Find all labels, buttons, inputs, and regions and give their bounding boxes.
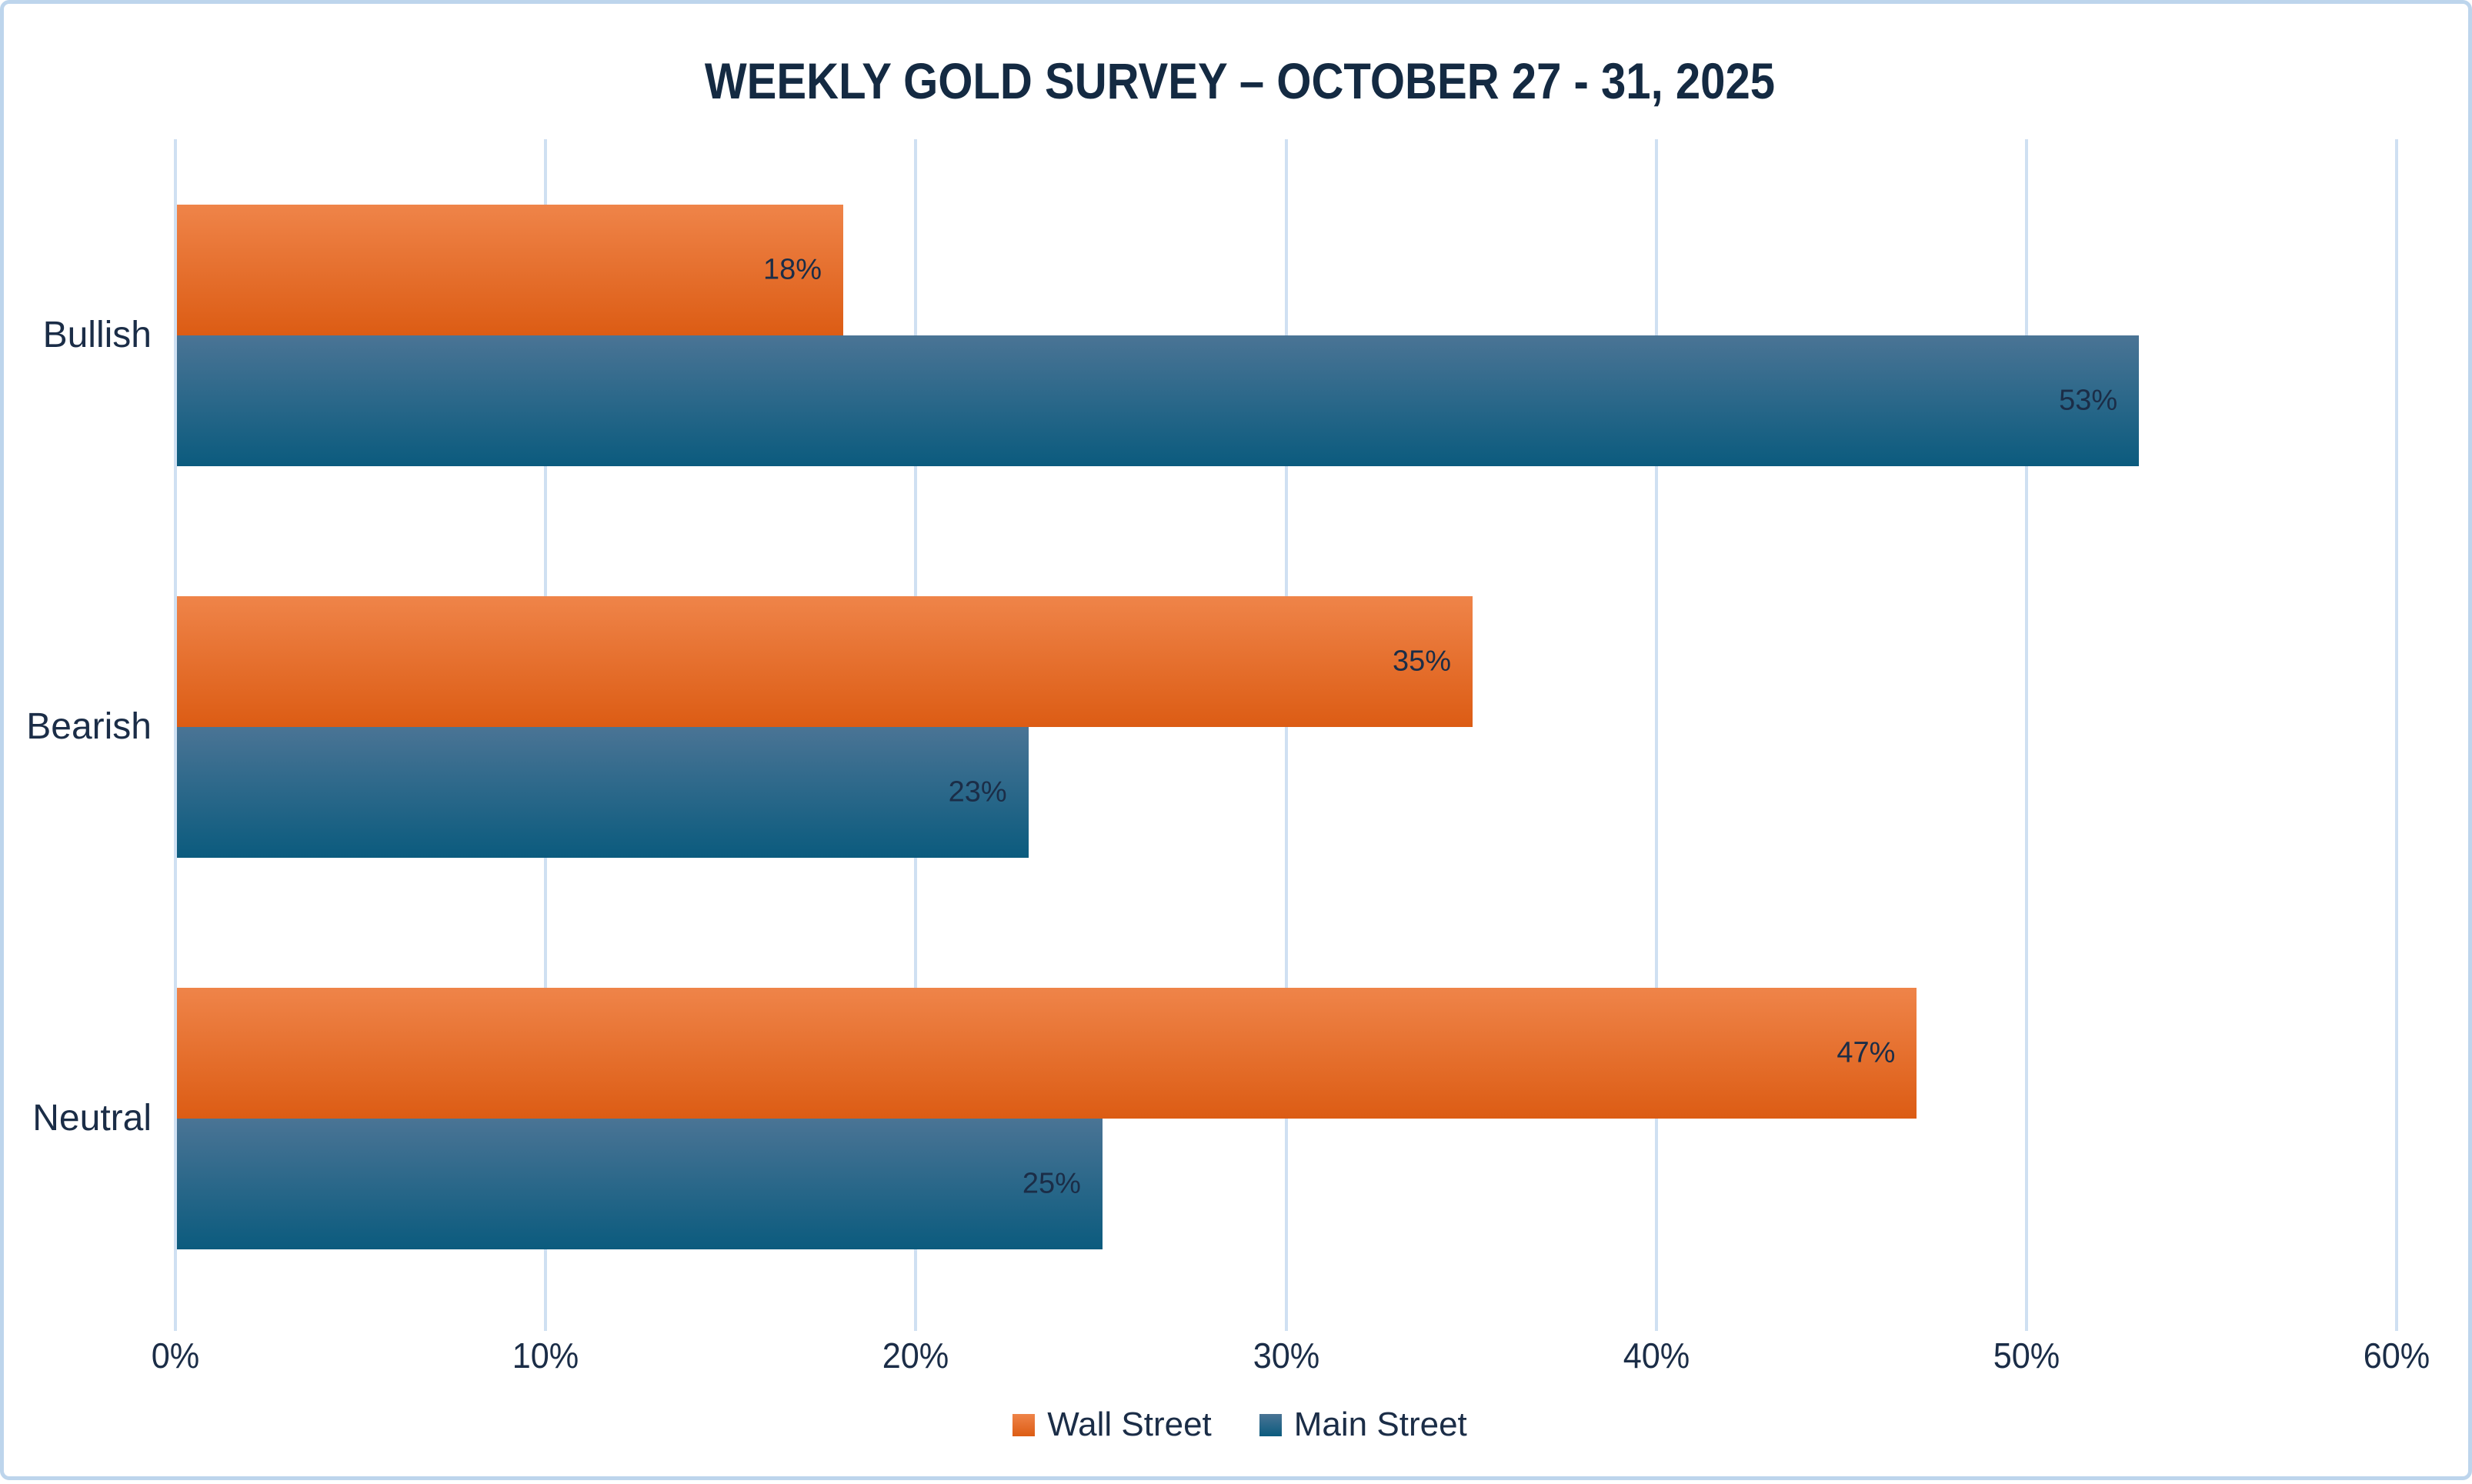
axis-tick bbox=[2395, 1314, 2398, 1331]
x-axis-label: 10% bbox=[512, 1336, 579, 1376]
x-axis-label: 20% bbox=[882, 1336, 949, 1376]
axis-tick bbox=[1654, 1314, 1658, 1331]
bar-value-label: 53% bbox=[2059, 384, 2118, 416]
bar-value-label: 47% bbox=[1836, 1036, 1896, 1069]
axis-tick bbox=[1284, 1314, 1288, 1331]
bar-wall-street: 18% bbox=[177, 204, 844, 335]
bar-value-label: 35% bbox=[1393, 645, 1452, 677]
plot-area: 0% 10% 20% 30% 40% 50% 60% Bullish 18% 53% Bearish… bbox=[4, 4, 2472, 1484]
legend-swatch-icon bbox=[1012, 1413, 1036, 1436]
gridline bbox=[2395, 139, 2398, 1314]
legend-item-main-street: Main Street bbox=[1259, 1406, 1467, 1444]
bar-value-label: 25% bbox=[1022, 1167, 1081, 1199]
category-label: Bullish bbox=[42, 314, 152, 355]
bar-main-street: 25% bbox=[177, 1118, 1103, 1249]
bar-value-label: 18% bbox=[763, 253, 822, 285]
axis-tick bbox=[914, 1314, 918, 1331]
axis-tick bbox=[174, 1314, 177, 1331]
gridline bbox=[1284, 139, 1288, 1314]
chart-title-text: WEEKLY GOLD SURVEY – OCTOBER 27 - 31, 20… bbox=[704, 52, 1776, 109]
gridline bbox=[1654, 139, 1658, 1314]
x-axis-label: 50% bbox=[1993, 1336, 2060, 1376]
legend-swatch-icon bbox=[1259, 1413, 1282, 1436]
legend-label: Wall Street bbox=[1047, 1406, 1212, 1443]
bar-main-street: 23% bbox=[177, 726, 1029, 858]
gridline bbox=[2024, 139, 2028, 1314]
axis-tick bbox=[544, 1314, 548, 1331]
x-axis-label: 0% bbox=[151, 1336, 200, 1376]
bar-wall-street: 47% bbox=[177, 987, 1917, 1119]
bar-wall-street: 35% bbox=[177, 595, 1473, 727]
x-axis-label: 40% bbox=[1623, 1336, 1690, 1376]
x-axis-label: 30% bbox=[1253, 1336, 1319, 1376]
axis-tick bbox=[2024, 1314, 2028, 1331]
x-axis-label: 60% bbox=[2363, 1336, 2430, 1376]
category-label: Neutral bbox=[32, 1097, 152, 1139]
legend-label: Main Street bbox=[1293, 1406, 1467, 1443]
legend: Wall Street Main Street bbox=[4, 1406, 2472, 1444]
chart-title: WEEKLY GOLD SURVEY – OCTOBER 27 - 31, 20… bbox=[4, 52, 2472, 110]
legend-item-wall-street: Wall Street bbox=[1012, 1406, 1212, 1444]
bar-value-label: 23% bbox=[948, 775, 1007, 808]
bar-main-street: 53% bbox=[177, 335, 2140, 466]
gridline bbox=[174, 139, 177, 1314]
category-label: Bearish bbox=[26, 705, 152, 747]
